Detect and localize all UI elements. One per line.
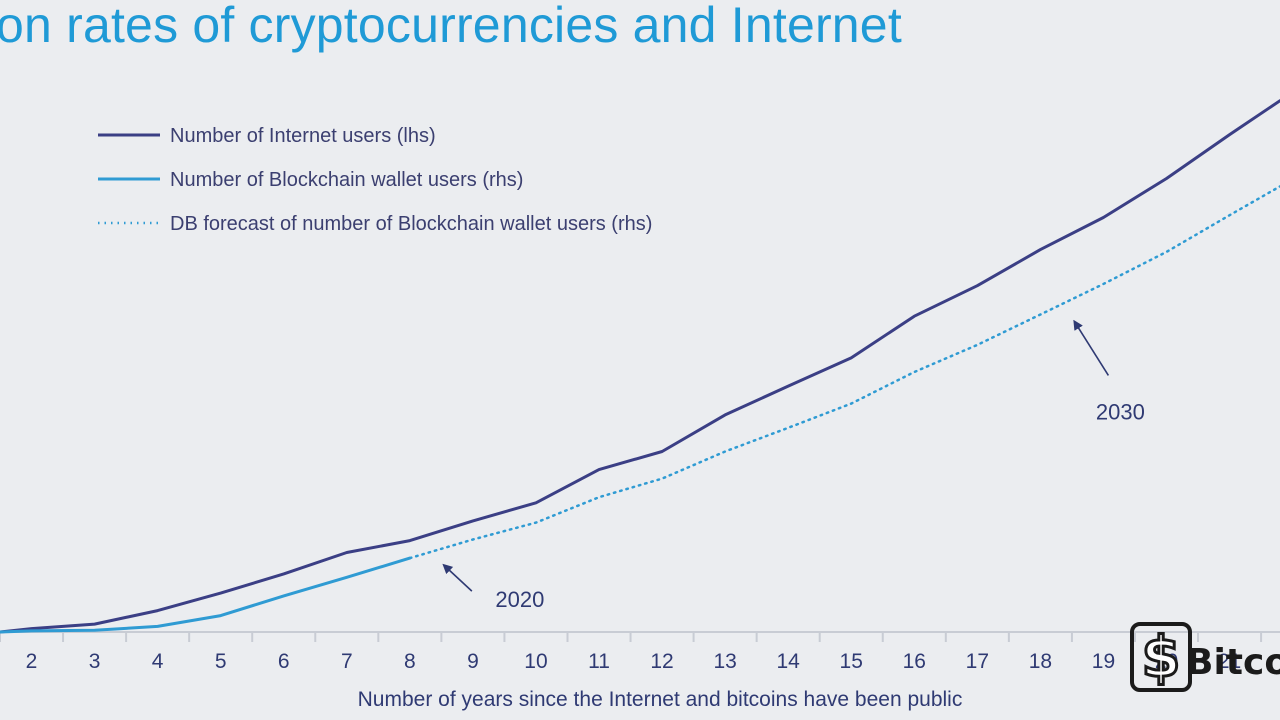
series-lines: [0, 99, 1280, 634]
x-axis-label: Number of years since the Internet and b…: [358, 688, 963, 711]
wallet-users-line: [0, 556, 412, 634]
x-tick-label: 17: [966, 650, 989, 673]
x-tick-label: 18: [1029, 650, 1052, 673]
svg-text:$: $: [1142, 625, 1181, 690]
x-tick-label: 8: [404, 650, 416, 673]
legend-label: Number of Internet users (lhs): [170, 125, 436, 147]
x-tick-label: 13: [713, 650, 736, 673]
x-tick-label: 2: [26, 650, 38, 673]
x-tick-label: 16: [903, 650, 926, 673]
x-tick-label: 7: [341, 650, 353, 673]
annotation-label: 2030: [1096, 399, 1145, 424]
annotation-arrow: [442, 563, 473, 592]
x-tick-label: 10: [524, 650, 547, 673]
x-tick-label: 20: [1155, 650, 1178, 673]
x-tick-label: 14: [776, 650, 800, 673]
legend-label: DB forecast of number of Blockchain wall…: [170, 213, 652, 235]
bitcoin-watermark: $ Bitco: [1130, 622, 1280, 692]
internet-users-line: [0, 99, 1280, 634]
legend-label: Number of Blockchain wallet users (rhs): [170, 169, 523, 191]
annotations: 2020 2030: [442, 319, 1145, 612]
wallet-forecast-line: [408, 185, 1280, 560]
legend: Number of Internet users (lhs) Number of …: [98, 125, 652, 235]
x-axis: 2 3 4 5 6 7 8 9 10 11 12 13 14 15 16 17 18 19 20 21: [0, 631, 1280, 673]
annotation-label: 2020: [495, 587, 544, 612]
x-tick-label: 11: [588, 650, 610, 673]
x-tick-label: 6: [278, 650, 290, 673]
x-tick-label: 9: [467, 650, 479, 673]
x-tick-label: 19: [1092, 650, 1115, 673]
x-tick-label: 15: [840, 650, 863, 673]
x-tick-label: 12: [650, 650, 673, 673]
watermark-text: Bitco: [1186, 642, 1280, 683]
x-tick-label: 21: [1218, 650, 1241, 673]
bitcoin-logo-icon: $: [1130, 622, 1192, 692]
x-tick-label: 3: [89, 650, 101, 673]
annotation-arrow: [1073, 319, 1110, 376]
chart-title: on rates of cryptocurrencies and Interne…: [0, 0, 902, 53]
x-tick-label: 4: [152, 650, 164, 673]
x-tick-label: 5: [215, 650, 227, 673]
